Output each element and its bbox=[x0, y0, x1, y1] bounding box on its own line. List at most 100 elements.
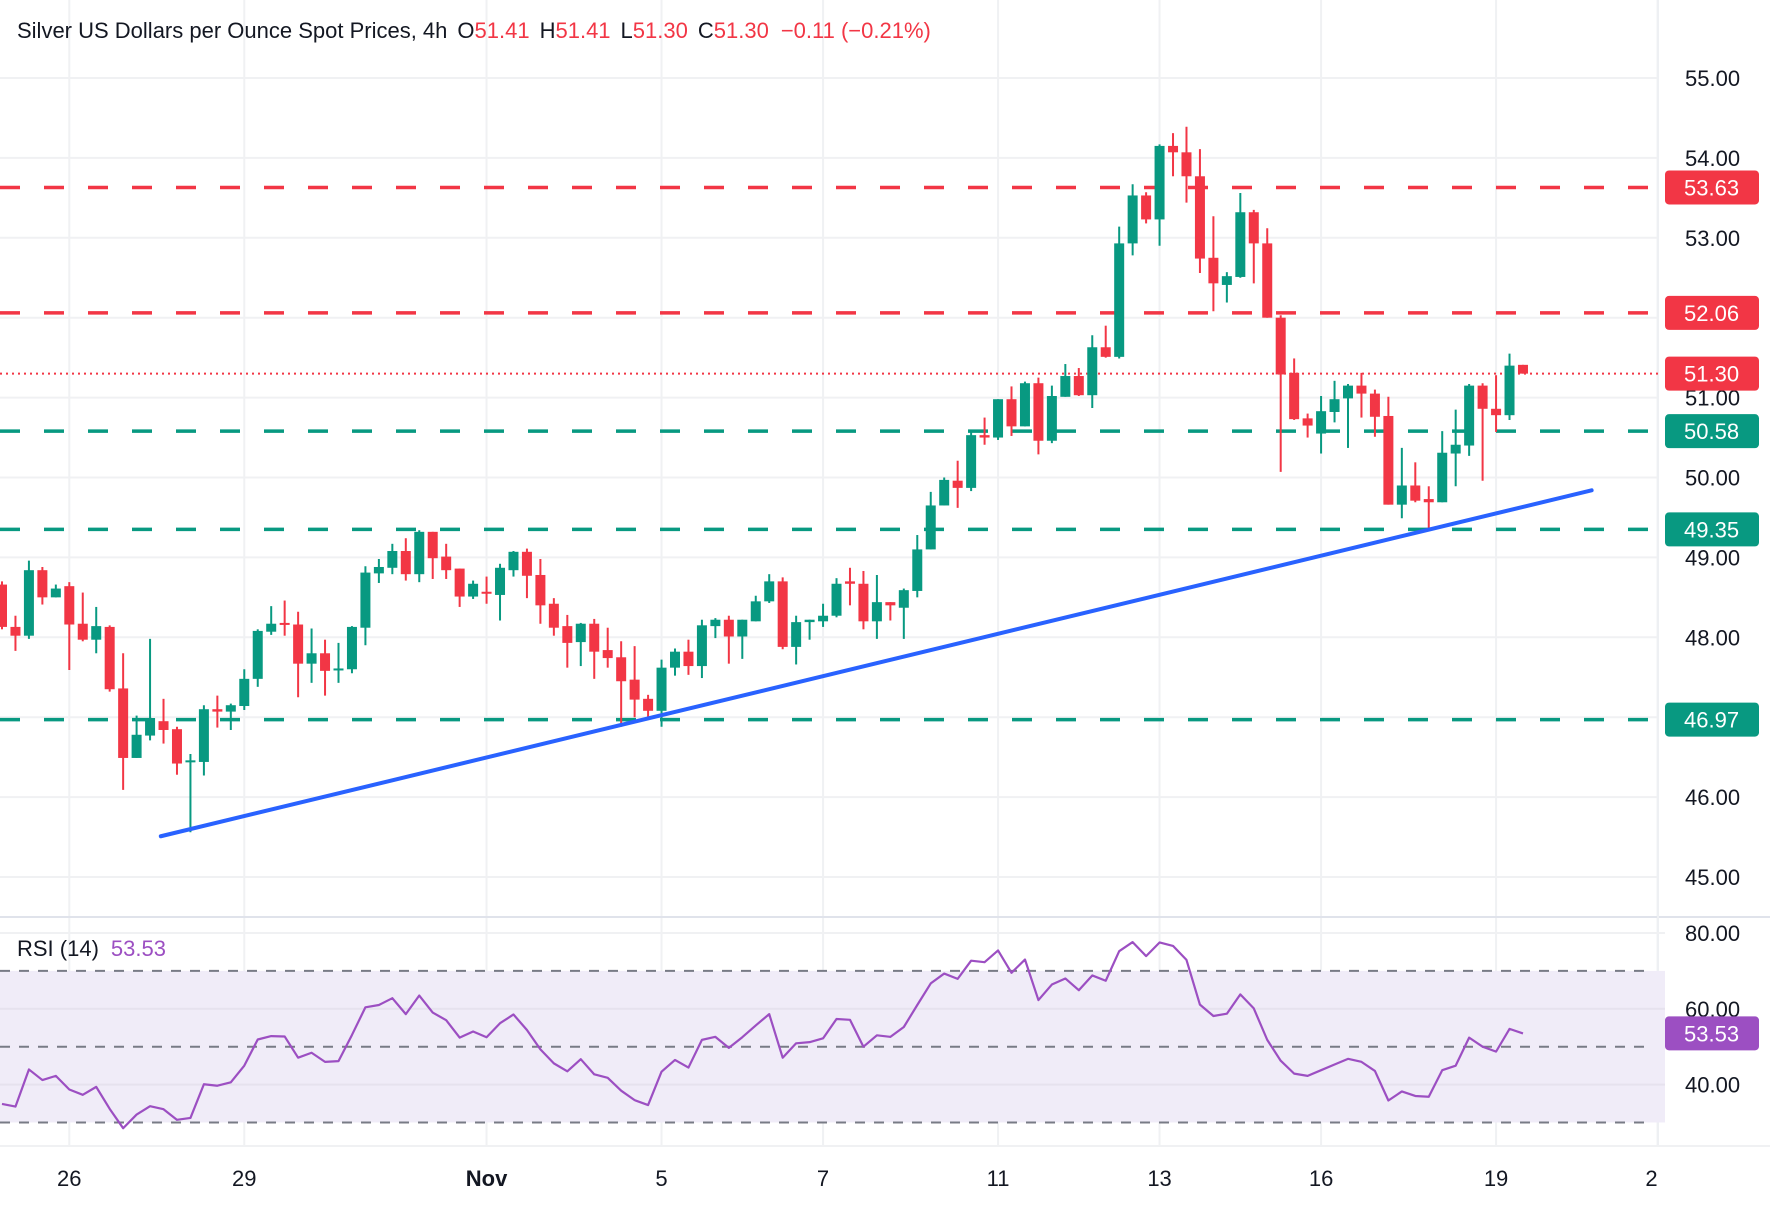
trendline-layer bbox=[158, 488, 1594, 839]
candle-body bbox=[495, 567, 506, 595]
candle-body bbox=[952, 480, 963, 488]
candle bbox=[131, 715, 142, 758]
last-price-badge bbox=[1665, 356, 1759, 391]
support-price-label: 50.58 bbox=[1684, 419, 1739, 444]
time-axis-label: 13 bbox=[1147, 1166, 1171, 1191]
candle bbox=[198, 705, 209, 776]
candle-body bbox=[145, 717, 156, 736]
candle-body bbox=[1450, 444, 1461, 454]
time-axis-label: Nov bbox=[466, 1166, 508, 1191]
price-axis-label: 50.00 bbox=[1685, 466, 1740, 491]
candle bbox=[764, 574, 775, 603]
candle-body bbox=[1437, 452, 1448, 503]
price-axis-label: 54.00 bbox=[1685, 146, 1740, 171]
candle bbox=[1396, 447, 1407, 519]
candle-body bbox=[1329, 399, 1340, 412]
candle bbox=[602, 627, 613, 668]
candle bbox=[293, 611, 304, 698]
candle bbox=[925, 491, 936, 550]
price-axis-label: 49.00 bbox=[1685, 545, 1740, 570]
candle-body bbox=[131, 734, 142, 758]
candle bbox=[562, 614, 573, 668]
candle-body bbox=[1369, 393, 1380, 417]
candle-body bbox=[535, 574, 546, 606]
candle-body bbox=[683, 651, 694, 667]
candle bbox=[818, 603, 829, 627]
candle bbox=[279, 600, 290, 636]
candle bbox=[616, 641, 627, 727]
candle-body bbox=[1248, 212, 1259, 244]
resistance-price-badge bbox=[1665, 170, 1759, 205]
candle-body bbox=[91, 626, 102, 640]
candle bbox=[1141, 192, 1152, 224]
candle-body bbox=[1383, 415, 1394, 505]
candle bbox=[1423, 486, 1434, 529]
candle bbox=[1343, 384, 1353, 448]
candle bbox=[1221, 272, 1232, 303]
candle-body bbox=[575, 623, 586, 643]
candle bbox=[1316, 396, 1327, 454]
candle bbox=[1491, 375, 1502, 432]
candle-body bbox=[1194, 176, 1205, 259]
candle-body bbox=[1141, 195, 1152, 220]
candle bbox=[535, 558, 546, 624]
candle-body bbox=[656, 667, 667, 711]
candle bbox=[333, 642, 344, 683]
candle-body bbox=[225, 705, 236, 712]
price-axis-label: 55.00 bbox=[1685, 66, 1740, 91]
candle bbox=[521, 548, 532, 599]
support-price-badge bbox=[1665, 512, 1759, 547]
candle bbox=[1060, 364, 1071, 397]
candle-body bbox=[764, 581, 775, 602]
candle bbox=[1006, 386, 1017, 436]
candle bbox=[629, 646, 640, 718]
time-axis-label: 26 bbox=[57, 1166, 81, 1191]
last-price-label: 51.30 bbox=[1684, 362, 1739, 387]
candle-body bbox=[346, 626, 357, 670]
time-axis: 26 29 Nov 5 7 11 13 16 19 21 bbox=[57, 1166, 1669, 1191]
candle-body bbox=[898, 590, 909, 608]
candle bbox=[1087, 335, 1098, 408]
candle bbox=[495, 563, 506, 621]
candle-body bbox=[1410, 485, 1421, 501]
candle-body bbox=[1114, 243, 1125, 357]
candle bbox=[898, 588, 909, 639]
candle-body bbox=[293, 624, 304, 664]
candle bbox=[373, 558, 384, 583]
change-value: −0.11 (−0.21%) bbox=[780, 18, 931, 43]
candle bbox=[387, 543, 398, 575]
price-axis-label: 53.00 bbox=[1685, 226, 1740, 251]
candle-body bbox=[589, 623, 600, 652]
candle bbox=[1114, 226, 1125, 359]
candle bbox=[1168, 133, 1179, 177]
time-axis-label: 5 bbox=[655, 1166, 667, 1191]
candle bbox=[831, 578, 842, 618]
support-price-label: 46.97 bbox=[1684, 708, 1739, 733]
candle-body bbox=[1316, 411, 1327, 434]
candle bbox=[1033, 377, 1044, 455]
candle-body bbox=[1504, 365, 1515, 416]
candle-body bbox=[993, 399, 1004, 438]
candle-body bbox=[468, 583, 479, 597]
trendline bbox=[158, 488, 1594, 839]
candle-body bbox=[373, 566, 384, 574]
rsi-legend: RSI (14) 53.53 bbox=[17, 936, 166, 962]
candle bbox=[1046, 385, 1057, 444]
candle bbox=[239, 669, 250, 711]
candle bbox=[212, 695, 223, 728]
candle-body bbox=[885, 602, 896, 606]
candle bbox=[481, 576, 492, 604]
support-price-badge bbox=[1665, 702, 1759, 737]
candle bbox=[844, 567, 855, 606]
candle-body bbox=[1168, 145, 1179, 153]
candle-body bbox=[1356, 385, 1367, 394]
candle bbox=[454, 568, 465, 607]
candle bbox=[1437, 431, 1448, 503]
candle-body bbox=[1181, 152, 1192, 177]
candle-body bbox=[737, 619, 748, 637]
candle-body bbox=[831, 583, 842, 616]
candle bbox=[912, 535, 923, 598]
time-axis-label: 21 bbox=[1645, 1166, 1669, 1191]
candle-body bbox=[64, 586, 75, 625]
